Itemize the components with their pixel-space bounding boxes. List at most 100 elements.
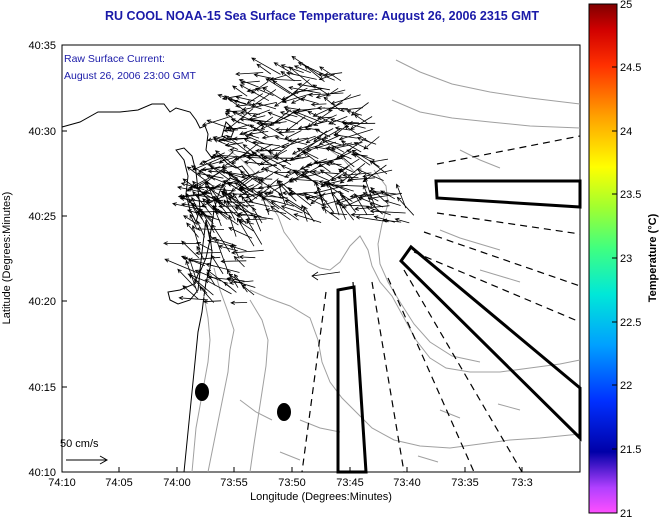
current-vector bbox=[319, 66, 342, 82]
current-vector bbox=[254, 87, 274, 96]
current-vector bbox=[330, 118, 366, 129]
current-vector bbox=[177, 268, 197, 289]
current-vector bbox=[191, 224, 201, 251]
current-vector bbox=[316, 136, 346, 147]
current-vector bbox=[278, 193, 303, 209]
current-vector bbox=[202, 160, 231, 181]
current-vector bbox=[215, 237, 229, 272]
current-vector bbox=[202, 198, 214, 211]
current-vector bbox=[319, 169, 337, 181]
current-vector bbox=[327, 180, 340, 216]
current-vector bbox=[222, 167, 247, 187]
current-vector bbox=[328, 116, 348, 125]
current-vector bbox=[256, 190, 274, 195]
current-vector bbox=[233, 99, 262, 110]
current-vector bbox=[307, 111, 336, 126]
current-vector bbox=[194, 269, 222, 282]
current-vector bbox=[318, 73, 335, 81]
current-vector bbox=[233, 273, 248, 293]
current-vector bbox=[344, 125, 371, 143]
current-vector bbox=[228, 280, 254, 285]
x-tick-label: 73:35 bbox=[451, 477, 479, 489]
current-vector bbox=[280, 70, 295, 82]
current-vector bbox=[214, 208, 239, 226]
current-vector bbox=[274, 135, 307, 145]
current-vector bbox=[333, 133, 357, 139]
current-vector bbox=[297, 120, 328, 130]
current-vector bbox=[236, 217, 255, 247]
current-vector bbox=[394, 217, 410, 224]
current-vector bbox=[260, 159, 288, 171]
current-vector bbox=[288, 66, 315, 88]
current-vector bbox=[196, 245, 205, 261]
current-vector bbox=[189, 213, 198, 230]
current-vector bbox=[176, 185, 213, 195]
current-vector bbox=[249, 124, 269, 138]
current-vector bbox=[241, 196, 254, 210]
current-vector bbox=[196, 171, 224, 179]
current-vector bbox=[220, 190, 237, 199]
current-vector bbox=[232, 85, 248, 97]
current-vector bbox=[319, 193, 335, 213]
colorbar-tick-label: 24.5 bbox=[620, 62, 641, 74]
current-vector bbox=[396, 196, 415, 216]
current-vector bbox=[303, 206, 315, 223]
current-vector bbox=[323, 72, 343, 77]
current-vector bbox=[188, 274, 214, 296]
current-vector bbox=[305, 128, 334, 144]
current-vector bbox=[248, 131, 269, 136]
current-vector bbox=[179, 194, 206, 199]
colorbar-tick-label: 21 bbox=[620, 508, 632, 518]
current-vector bbox=[212, 153, 245, 158]
current-vector bbox=[350, 212, 375, 217]
current-vector bbox=[280, 64, 304, 73]
current-vector bbox=[227, 182, 248, 196]
current-vector bbox=[274, 127, 311, 132]
current-vector bbox=[233, 255, 245, 268]
current-vector bbox=[284, 199, 310, 216]
current-vector bbox=[235, 95, 256, 102]
current-vector bbox=[242, 132, 260, 139]
current-vector bbox=[243, 138, 271, 153]
current-vector bbox=[310, 102, 327, 107]
current-vector bbox=[196, 220, 205, 238]
current-vector bbox=[206, 271, 216, 286]
colorbar-tick-label: 25 bbox=[620, 0, 632, 11]
current-vector bbox=[252, 206, 263, 224]
current-vector bbox=[214, 150, 244, 173]
current-vector bbox=[199, 286, 215, 303]
current-vector bbox=[212, 195, 240, 219]
current-vector bbox=[292, 169, 311, 180]
current-vector bbox=[284, 108, 314, 124]
current-vector bbox=[196, 242, 213, 252]
current-vector bbox=[276, 179, 286, 206]
current-vector bbox=[338, 128, 373, 141]
current-vector bbox=[221, 193, 245, 213]
survey-boxes bbox=[336, 179, 582, 474]
current-vector bbox=[291, 137, 325, 155]
current-vector bbox=[285, 71, 317, 80]
current-vector bbox=[241, 284, 255, 296]
current-vector bbox=[353, 114, 368, 124]
current-vector bbox=[247, 117, 281, 124]
current-vector bbox=[348, 177, 375, 182]
current-vector bbox=[261, 135, 278, 140]
current-vector bbox=[183, 215, 198, 225]
current-vector bbox=[244, 135, 265, 145]
current-vector bbox=[270, 200, 299, 221]
current-vector bbox=[204, 222, 213, 240]
current-vector bbox=[365, 206, 391, 216]
current-vector bbox=[270, 205, 291, 221]
current-vector bbox=[340, 140, 362, 153]
current-vector bbox=[338, 168, 354, 179]
y-tick-label: 40:35 bbox=[28, 40, 56, 52]
current-vector bbox=[362, 192, 379, 202]
current-vector bbox=[279, 111, 298, 118]
current-vector bbox=[205, 262, 240, 273]
y-axis-label: Latitude (Degrees:Minutes) bbox=[1, 192, 13, 325]
current-vector bbox=[207, 135, 228, 142]
current-vector bbox=[190, 165, 216, 181]
current-vector bbox=[211, 224, 231, 253]
current-vector bbox=[185, 192, 198, 216]
scale-arrow bbox=[66, 455, 109, 465]
